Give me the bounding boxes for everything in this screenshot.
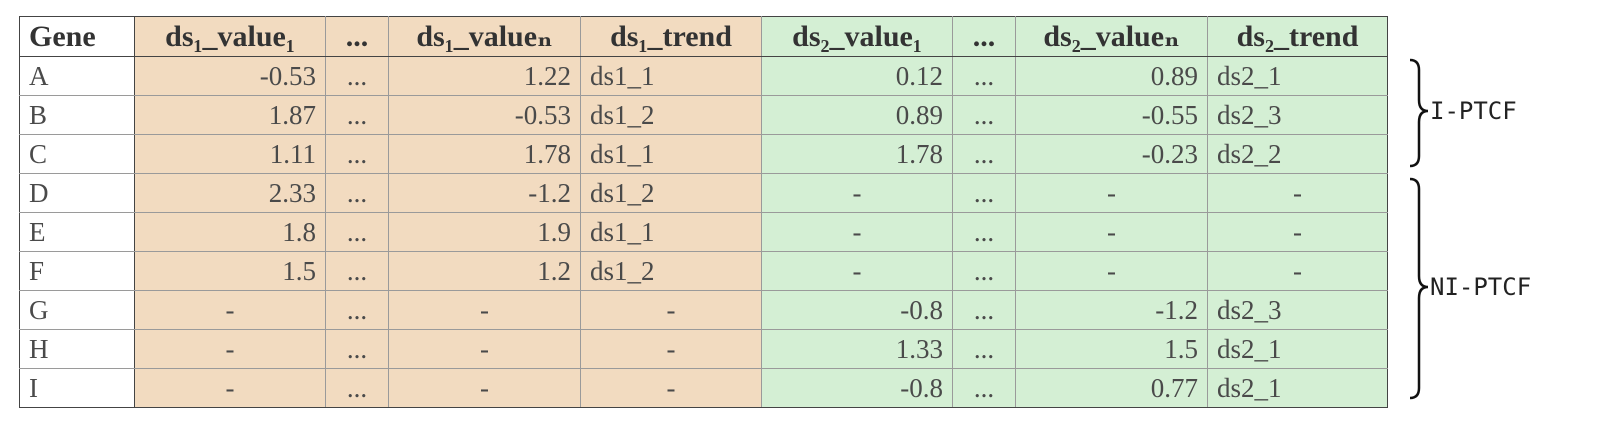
table-row: G -... - - -0.8... -1.2 ds2_3 xyxy=(19,290,1388,330)
header-ds2-trend: ds₂_trend xyxy=(1207,16,1388,57)
ds2-value-1-cell: 0.89 xyxy=(761,95,953,135)
ds1-trend-cell: - xyxy=(580,329,762,369)
ds1-value-1-cell: 2.33 xyxy=(134,173,326,213)
ds1-value-n-cell: -1.2 xyxy=(388,173,581,213)
ds1-ellipsis-cell: ... xyxy=(325,56,389,96)
ds2-value-1-cell: - xyxy=(761,251,953,291)
table-row: A -0.53... 1.22 ds1_1 0.12... 0.89 ds2_1 xyxy=(19,56,1388,96)
gene-cell: E xyxy=(19,212,135,252)
header-ds2-value-n: ds₂_valueₙ xyxy=(1015,16,1208,57)
ds2-value-1-cell: - xyxy=(761,212,953,252)
table-row: E 1.8... 1.9 ds1_1-... - - xyxy=(19,212,1388,252)
header-ds1-value-n: ds₁_valueₙ xyxy=(388,16,581,57)
ds1-value-1-cell: 1.87 xyxy=(134,95,326,135)
ds2-ellipsis-cell: ... xyxy=(952,368,1016,408)
ds2-trend-cell: - xyxy=(1207,212,1388,252)
ds1-value-1-cell: - xyxy=(134,368,326,408)
ds1-value-1-cell: - xyxy=(134,290,326,330)
ds1-value-n-cell: - xyxy=(388,329,581,369)
i-ptcf-brace xyxy=(1409,58,1429,168)
ds1-trend-cell: ds1_1 xyxy=(580,212,762,252)
ds2-trend-cell: ds2_2 xyxy=(1207,134,1388,174)
ds1-ellipsis-cell: ... xyxy=(325,368,389,408)
ds1-ellipsis-cell: ... xyxy=(325,134,389,174)
ds1-trend-cell: - xyxy=(580,290,762,330)
table-row: B 1.87... -0.53 ds1_2 0.89... -0.55 ds2_3 xyxy=(19,95,1388,135)
ds2-value-n-cell: - xyxy=(1015,212,1208,252)
ds2-ellipsis-cell: ... xyxy=(952,290,1016,330)
ds1-ellipsis-cell: ... xyxy=(325,329,389,369)
ds2-value-n-cell: -1.2 xyxy=(1015,290,1208,330)
ds2-value-n-cell: 1.5 xyxy=(1015,329,1208,369)
ds1-ellipsis-cell: ... xyxy=(325,173,389,213)
ds1-value-1-cell: - xyxy=(134,329,326,369)
ds2-value-1-cell: - xyxy=(761,173,953,213)
ds2-value-n-cell: 0.77 xyxy=(1015,368,1208,408)
ds2-value-n-cell: 0.89 xyxy=(1015,56,1208,96)
ds2-ellipsis-cell: ... xyxy=(952,134,1016,174)
table-row: C 1.11... 1.78 ds1_1 1.78... -0.23 ds2_2 xyxy=(19,134,1388,174)
ds2-trend-cell: ds2_1 xyxy=(1207,56,1388,96)
ds1-value-1-cell: 1.8 xyxy=(134,212,326,252)
ds2-ellipsis-cell: ... xyxy=(952,251,1016,291)
ds1-ellipsis-cell: ... xyxy=(325,251,389,291)
ds1-value-n-cell: 1.78 xyxy=(388,134,581,174)
ds2-value-1-cell: -0.8 xyxy=(761,368,953,408)
ds1-value-n-cell: - xyxy=(388,368,581,408)
table-row: D 2.33... -1.2 ds1_2-... - - xyxy=(19,173,1388,213)
ds1-ellipsis-cell: ... xyxy=(325,95,389,135)
gene-cell: B xyxy=(19,95,135,135)
ds1-value-n-cell: -0.53 xyxy=(388,95,581,135)
ds2-trend-cell: ds2_1 xyxy=(1207,368,1388,408)
ds2-ellipsis-cell: ... xyxy=(952,56,1016,96)
header-ds2-ellipsis: ... xyxy=(952,16,1016,57)
ds2-trend-cell: ds2_1 xyxy=(1207,329,1388,369)
gene-cell: H xyxy=(19,329,135,369)
gene-cell: I xyxy=(19,368,135,408)
ds1-ellipsis-cell: ... xyxy=(325,290,389,330)
ds1-ellipsis-cell: ... xyxy=(325,212,389,252)
i-ptcf-label: I-PTCF xyxy=(1430,97,1517,125)
header-gene: Gene xyxy=(19,16,135,57)
ds1-trend-cell: ds1_2 xyxy=(580,173,762,213)
ni-ptcf-label: NI-PTCF xyxy=(1430,273,1532,301)
ni-ptcf-brace xyxy=(1409,177,1429,400)
gene-cell: A xyxy=(19,56,135,96)
gene-cell: F xyxy=(19,251,135,291)
ds2-trend-cell: ds2_3 xyxy=(1207,95,1388,135)
table-row: F 1.5... 1.2 ds1_2-... - - xyxy=(19,251,1388,291)
ds2-trend-cell: ds2_3 xyxy=(1207,290,1388,330)
ds1-value-1-cell: 1.5 xyxy=(134,251,326,291)
gene-cell: G xyxy=(19,290,135,330)
ds2-ellipsis-cell: ... xyxy=(952,212,1016,252)
header-ds1-trend: ds₁_trend xyxy=(580,16,762,57)
ds1-trend-cell: ds1_2 xyxy=(580,95,762,135)
gene-expression-table: Gene ds₁_value₁ ... ds₁_valueₙ ds₁_trend… xyxy=(19,16,1388,408)
ds2-value-1-cell: 0.12 xyxy=(761,56,953,96)
ds2-ellipsis-cell: ... xyxy=(952,173,1016,213)
ds1-trend-cell: ds1_2 xyxy=(580,251,762,291)
header-ds2-value-1: ds₂_value₁ xyxy=(761,16,953,57)
ds2-trend-cell: - xyxy=(1207,173,1388,213)
ds2-value-1-cell: 1.78 xyxy=(761,134,953,174)
ds2-value-n-cell: - xyxy=(1015,173,1208,213)
ds2-trend-cell: - xyxy=(1207,251,1388,291)
header-row: Gene ds₁_value₁ ... ds₁_valueₙ ds₁_trend… xyxy=(19,16,1388,57)
ds2-value-n-cell: -0.23 xyxy=(1015,134,1208,174)
ds1-value-n-cell: 1.2 xyxy=(388,251,581,291)
ds1-trend-cell: ds1_1 xyxy=(580,56,762,96)
table-row: H -... - -1.33... 1.5 ds2_1 xyxy=(19,329,1388,369)
header-ds1-value-1: ds₁_value₁ xyxy=(134,16,326,57)
table-row: I -... - - -0.8... 0.77 ds2_1 xyxy=(19,368,1388,408)
ds2-value-1-cell: 1.33 xyxy=(761,329,953,369)
